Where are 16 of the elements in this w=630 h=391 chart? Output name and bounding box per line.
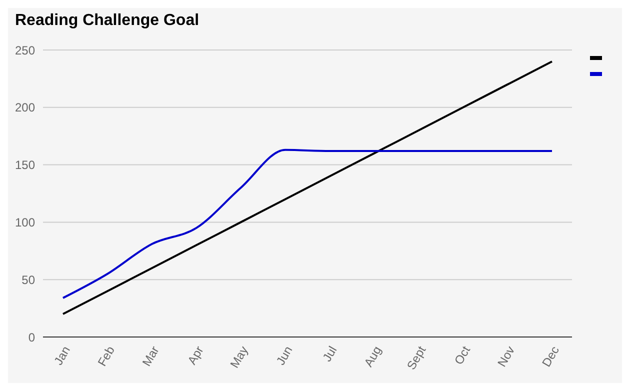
x-tick-label: Jan — [51, 344, 73, 368]
y-tick-label: 0 — [28, 330, 36, 344]
line-series — [62, 60, 553, 316]
line-series — [62, 148, 553, 299]
x-tick-label: Feb — [94, 343, 118, 369]
y-tick-label: 50 — [22, 272, 36, 287]
chart-title: Reading Challenge Goal — [15, 12, 200, 30]
x-tick-label: Jun — [273, 344, 296, 368]
y-tick-label: 250 — [14, 43, 36, 58]
x-tick-label: Dec — [539, 344, 562, 370]
y-tick-label: 100 — [14, 215, 36, 230]
y-tick-label: 200 — [14, 100, 36, 115]
y-tick-label: 150 — [14, 158, 36, 172]
x-tick-label: Jul — [320, 344, 340, 364]
x-tick-label: Apr — [184, 344, 206, 367]
x-tick-label: Oct — [452, 343, 474, 367]
